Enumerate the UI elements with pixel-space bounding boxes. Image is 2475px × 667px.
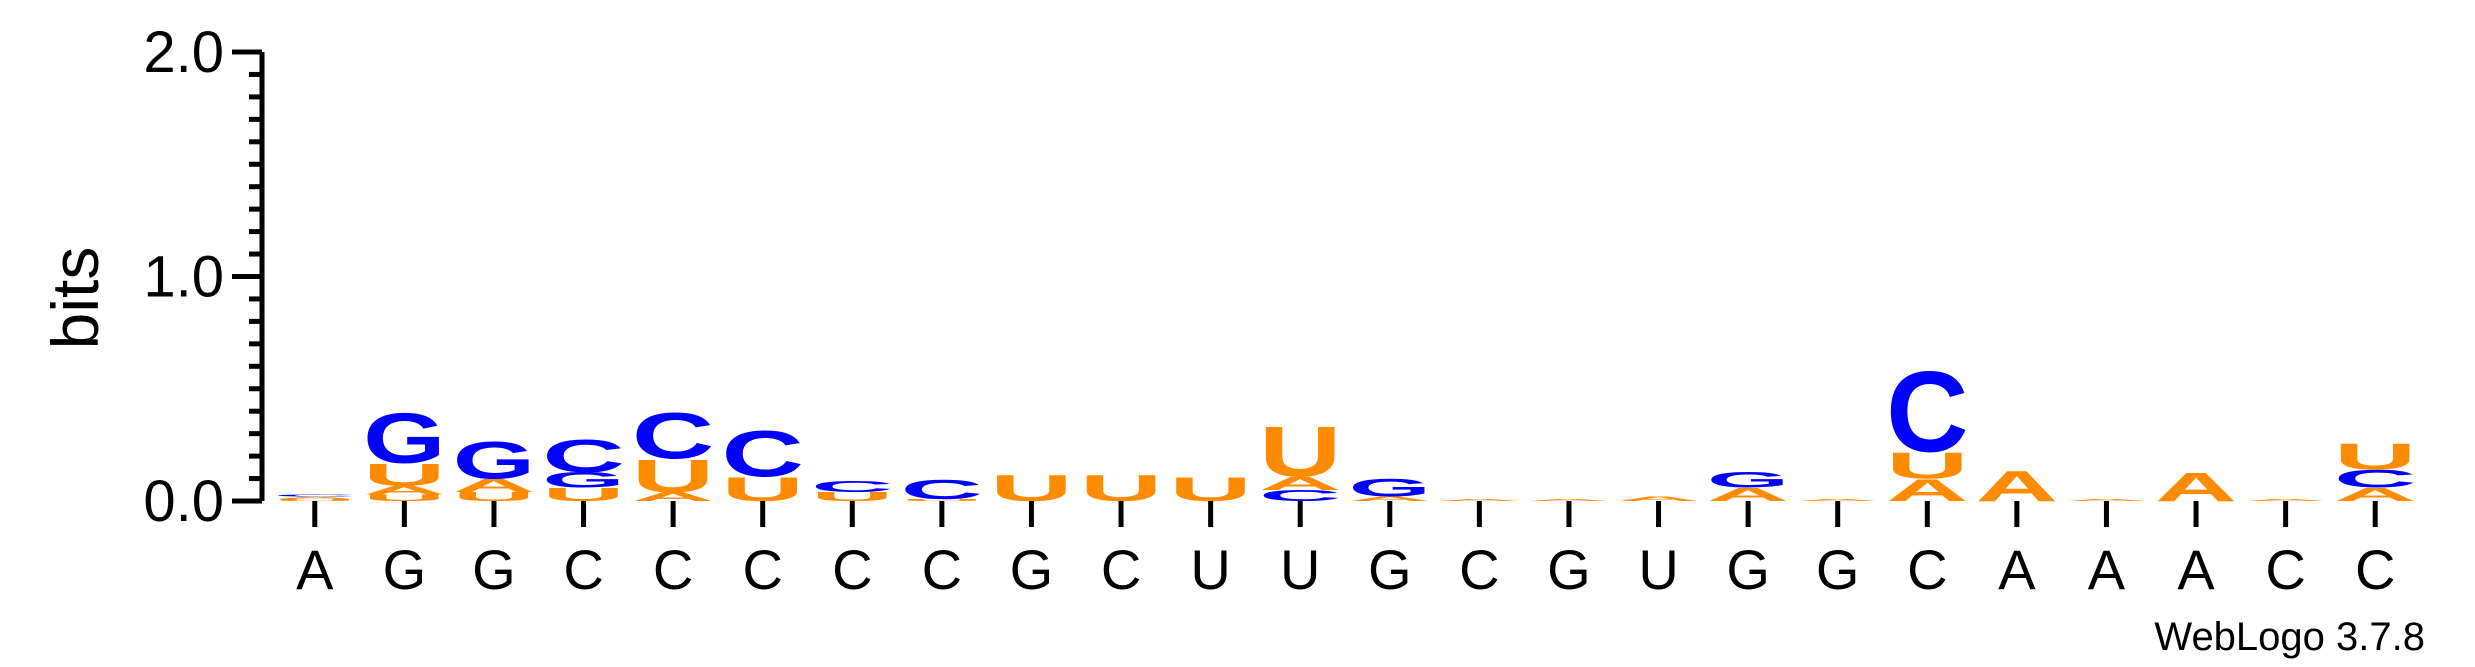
- x-tick-label: G: [1368, 538, 1412, 601]
- logo-letter-C: C: [2334, 465, 2416, 493]
- logo-letter-U: U: [811, 490, 893, 504]
- logo-letter-U: U: [274, 498, 356, 501]
- logo-letter-A: A: [1797, 498, 1879, 501]
- x-tick-label: G: [1816, 538, 1860, 601]
- x-tick-label: A: [296, 538, 334, 601]
- x-tick-label: C: [2355, 538, 2395, 601]
- x-tick-label: G: [1010, 538, 1054, 601]
- logo-letter-C: C: [1886, 348, 1968, 477]
- logo-letter-U: U: [632, 450, 714, 502]
- x-tick-label: U: [1190, 538, 1230, 601]
- x-tick-label: C: [742, 538, 782, 601]
- logo-letter-A: A: [1528, 498, 1610, 501]
- logo-letter-C: C: [901, 473, 983, 504]
- logo-letter-A: A: [2334, 484, 2416, 505]
- logo-letter-U: U: [1259, 412, 1341, 492]
- logo-letter-G: G: [1349, 474, 1431, 502]
- x-tick-label: U: [1638, 538, 1678, 601]
- logo-letter-A: A: [1349, 495, 1431, 502]
- y-tick-label: 0.0: [143, 469, 224, 534]
- logo-letter-A: A: [1438, 498, 1520, 501]
- logo-letter-U: U: [363, 457, 445, 492]
- logo-letter-U: U: [542, 484, 624, 505]
- x-tick-label: C: [1101, 538, 1141, 601]
- x-tick-label: C: [1907, 538, 1947, 601]
- y-tick-label: 1.0: [143, 245, 224, 310]
- logo-letter-A: A: [1617, 495, 1699, 502]
- logo-letter-A: A: [632, 490, 714, 504]
- logo-letter-C: C: [722, 417, 804, 490]
- logo-letter-G: G: [542, 468, 624, 492]
- x-tick-label: U: [1280, 538, 1320, 601]
- y-axis-label: bits: [38, 247, 112, 350]
- x-tick-label: C: [653, 538, 693, 601]
- x-tick-label: A: [2088, 538, 2126, 601]
- logo-letter-A: A: [363, 483, 445, 497]
- x-tick-label: G: [472, 538, 516, 601]
- logo-letter-A: A: [1259, 473, 1341, 494]
- logo-letter-U: U: [2334, 436, 2416, 478]
- logo-letter-U: U: [453, 490, 535, 504]
- logo-letter-G: G: [1707, 468, 1789, 492]
- x-tick-label: C: [1459, 538, 1499, 601]
- logo-letter-A: A: [2065, 498, 2147, 501]
- logo-letter-C: C: [1259, 487, 1341, 504]
- x-tick-label: C: [563, 538, 603, 601]
- logo-letter-U: U: [1886, 445, 1968, 487]
- weblogo-credit: WebLogo 3.7.8: [2154, 615, 2425, 659]
- logo-letter-C: C: [542, 430, 624, 482]
- x-tick-label: A: [1998, 538, 2036, 601]
- x-tick-label: A: [2177, 538, 2215, 601]
- logo-letter-U: U: [363, 493, 445, 503]
- logo-letter-A: A: [1707, 484, 1789, 505]
- x-tick-label: C: [2265, 538, 2305, 601]
- logo-letter-A: A: [453, 475, 535, 496]
- logo-letter-A: A: [2244, 498, 2326, 501]
- x-tick-label: G: [1726, 538, 1770, 601]
- logo-letter-G: G: [363, 399, 445, 479]
- logo-letter-A: A: [274, 496, 356, 499]
- y-tick-label: 2.0: [143, 20, 224, 85]
- logo-letter-C: C: [632, 399, 714, 472]
- x-tick-label: C: [922, 538, 962, 601]
- x-tick-label: G: [1547, 538, 1591, 601]
- x-tick-label: G: [383, 538, 427, 601]
- logo-letter-C: C: [811, 478, 893, 495]
- y-axis: 2.0 1.0 0.0: [143, 20, 265, 534]
- logo-letter-C: C: [274, 494, 356, 497]
- logo-letter-G: G: [453, 430, 535, 489]
- logo-letter-U: U: [901, 498, 983, 501]
- x-tick-label: C: [832, 538, 872, 601]
